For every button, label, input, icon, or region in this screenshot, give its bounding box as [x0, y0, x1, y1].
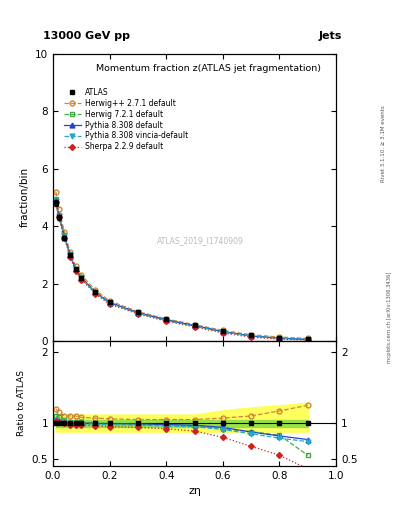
- Text: mcplots.cern.ch [arXiv:1306.3436]: mcplots.cern.ch [arXiv:1306.3436]: [387, 272, 392, 363]
- X-axis label: zη: zη: [188, 486, 201, 496]
- Text: ATLAS_2019_I1740909: ATLAS_2019_I1740909: [157, 237, 244, 245]
- Text: 13000 GeV pp: 13000 GeV pp: [43, 31, 130, 41]
- Text: Momentum fraction z(ATLAS jet fragmentation): Momentum fraction z(ATLAS jet fragmentat…: [96, 64, 321, 73]
- Y-axis label: fraction/bin: fraction/bin: [20, 167, 29, 227]
- Legend: ATLAS, Herwig++ 2.7.1 default, Herwig 7.2.1 default, Pythia 8.308 default, Pythi: ATLAS, Herwig++ 2.7.1 default, Herwig 7.…: [62, 87, 189, 153]
- Text: Jets: Jets: [318, 31, 342, 41]
- Text: Rivet 3.1.10, ≥ 3.1M events: Rivet 3.1.10, ≥ 3.1M events: [381, 105, 386, 182]
- Y-axis label: Ratio to ATLAS: Ratio to ATLAS: [17, 371, 26, 436]
